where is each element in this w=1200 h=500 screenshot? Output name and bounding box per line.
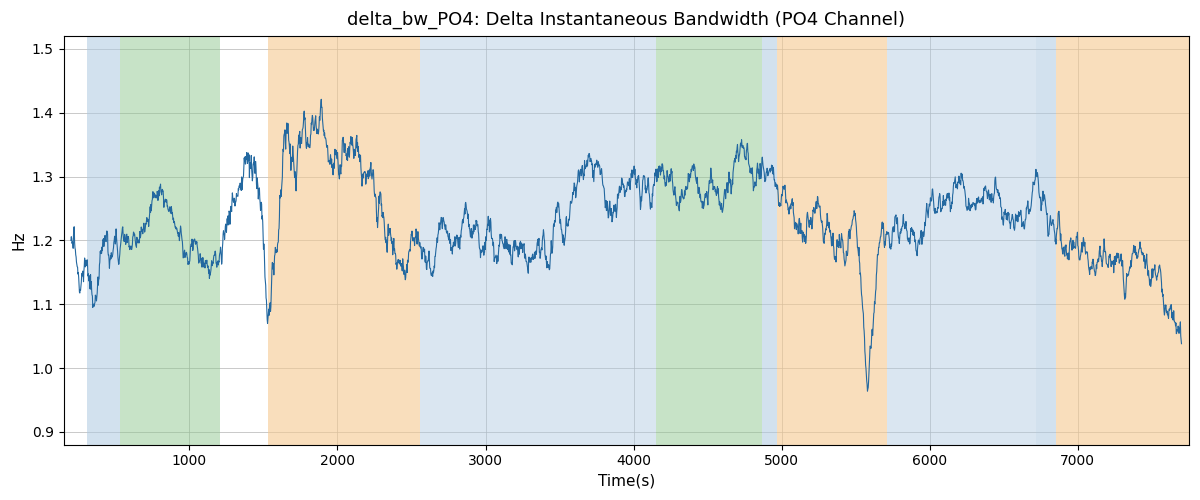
Bar: [88, 36, 120, 445]
Bar: [656, 36, 762, 445]
Bar: [762, 36, 778, 445]
Bar: [120, 36, 221, 445]
Bar: [420, 36, 610, 445]
Bar: [778, 36, 887, 445]
Bar: [1037, 36, 1056, 445]
Bar: [887, 36, 1037, 445]
Bar: [610, 36, 656, 445]
Title: delta_bw_PO4: Delta Instantaneous Bandwidth (PO4 Channel): delta_bw_PO4: Delta Instantaneous Bandwi…: [347, 11, 905, 30]
X-axis label: Time(s): Time(s): [598, 474, 655, 489]
Y-axis label: Hz: Hz: [11, 230, 26, 250]
Bar: [268, 36, 420, 445]
Bar: [1056, 36, 1189, 445]
